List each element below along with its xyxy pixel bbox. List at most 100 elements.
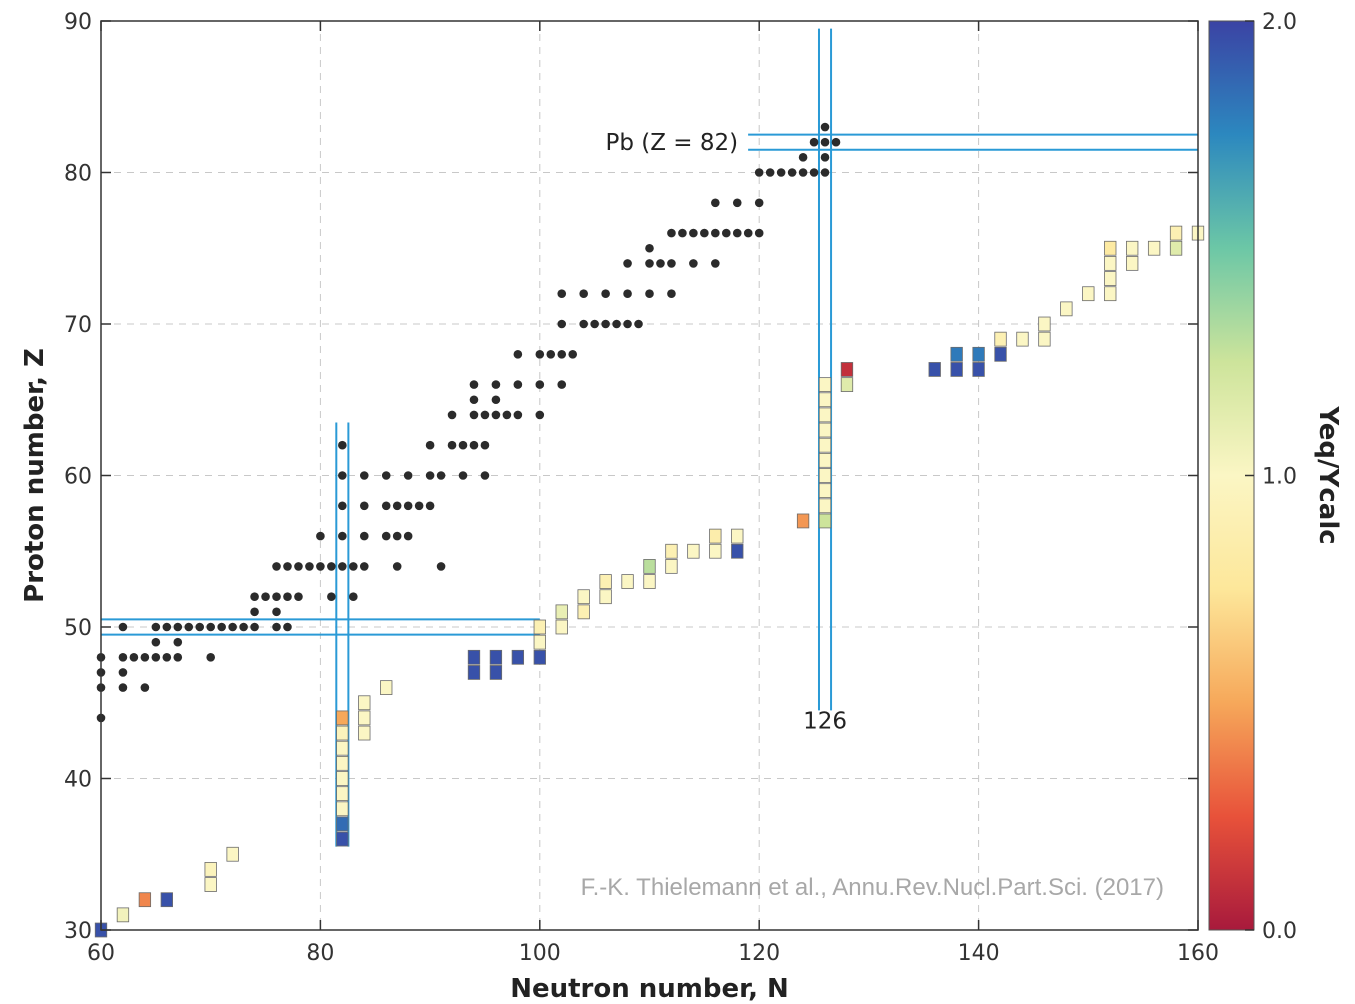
stable-nucleus-dot: [359, 501, 369, 511]
stable-nucleus-dot: [820, 122, 830, 132]
ratio-marker: [533, 649, 546, 665]
ratio-marker: [555, 619, 568, 635]
ratio-marker: [818, 513, 832, 529]
stable-nucleus-dot: [754, 198, 764, 208]
ratio-marker: [818, 498, 832, 514]
ratio-marker: [336, 771, 349, 786]
stable-nucleus-dot: [645, 289, 654, 299]
stable-nucleus-dot: [809, 168, 819, 177]
stable-nucleus-dot: [535, 350, 545, 359]
stable-nucleus-dot: [403, 471, 413, 480]
stable-nucleus-dot: [272, 562, 281, 571]
stable-nucleus-dot: [381, 471, 391, 480]
stable-nucleus-dot: [392, 501, 402, 511]
stable-nucleus-dot: [656, 259, 665, 268]
ratio-marker: [818, 468, 832, 483]
stable-nucleus-dot: [667, 228, 676, 238]
ratio-marker: [1038, 316, 1051, 332]
stable-nucleus-dot: [118, 622, 128, 632]
colorbar-tick-label: 1.0: [1262, 465, 1297, 490]
ratio-marker: [731, 528, 744, 544]
stable-nucleus-dot: [184, 622, 194, 632]
colorbar-tick-label: 0.0: [1262, 919, 1297, 944]
x-tick-label: 160: [1177, 941, 1219, 966]
x-axis-title: Neutron number, N: [510, 974, 789, 1004]
stable-nucleus-dot: [338, 531, 347, 541]
stable-nucleus-dot: [140, 653, 150, 662]
stable-nucleus-dot: [513, 350, 523, 359]
stable-nucleus-dot: [261, 592, 270, 601]
stable-nucleus-dot: [118, 653, 128, 662]
stable-nucleus-dot: [327, 562, 336, 571]
stable-nucleus-dot: [513, 380, 523, 389]
stable-nucleus-dot: [480, 410, 490, 420]
ratio-marker: [1126, 240, 1139, 256]
stable-nucleus-dot: [809, 137, 819, 147]
ratio-marker: [358, 725, 371, 741]
ratio-marker: [226, 846, 239, 862]
y-axis-title: Proton number, Z: [20, 348, 50, 603]
stable-nucleus-dot: [359, 531, 369, 541]
ratio-marker: [928, 362, 941, 377]
stable-nucleus-dot: [436, 562, 446, 571]
stable-nucleus-dot: [294, 562, 303, 571]
stable-nucleus-dot: [623, 289, 632, 299]
stable-nucleus-dot: [700, 228, 709, 238]
stable-nucleus-dot: [557, 289, 567, 299]
stable-nucleus-dot: [403, 531, 413, 541]
stable-nucleus-dot: [338, 562, 347, 571]
ratio-marker: [160, 892, 173, 908]
ratio-marker: [950, 362, 963, 377]
stable-nucleus-dot: [754, 168, 764, 177]
stable-nucleus-dot: [151, 622, 161, 632]
ratio-marker: [336, 710, 349, 726]
ratio-marker: [1060, 301, 1073, 317]
stable-nucleus-dot: [359, 471, 369, 480]
stable-nucleus-dot: [283, 622, 292, 632]
stable-nucleus-dot: [458, 471, 468, 480]
stable-nucleus-dot: [173, 637, 183, 647]
ratio-marker: [818, 437, 832, 453]
ratio-marker: [358, 710, 371, 726]
ratio-marker: [621, 574, 634, 589]
ratio-marker: [204, 862, 217, 877]
stable-nucleus-dot: [436, 471, 446, 480]
y-tick-label: 70: [64, 313, 92, 338]
ratio-marker: [994, 346, 1007, 362]
ratio-marker: [665, 543, 678, 559]
ratio-marker: [1104, 240, 1117, 256]
stable-nuclei-markers: [96, 122, 841, 723]
y-tick-label: 50: [64, 616, 92, 641]
stable-nucleus-dot: [272, 622, 281, 632]
x-tick-label: 100: [519, 941, 561, 966]
ratio-marker: [818, 452, 832, 468]
ratio-marker: [818, 377, 832, 392]
ratio-marker: [577, 589, 590, 605]
x-tick-label: 120: [738, 941, 780, 966]
stable-nucleus-dot: [798, 153, 808, 162]
stable-nucleus-dot: [283, 562, 292, 571]
stable-nucleus-dot: [140, 683, 150, 692]
stable-nucleus-dot: [689, 228, 698, 238]
stable-nucleus-dot: [447, 410, 457, 420]
x-tick-label: 140: [958, 941, 1000, 966]
x-tick-label: 60: [87, 941, 115, 966]
stable-nucleus-dot: [162, 622, 172, 632]
ratio-marker: [731, 543, 744, 559]
stable-nucleus-dot: [173, 653, 183, 662]
stable-nucleus-dot: [491, 380, 501, 389]
ratio-marker: [336, 755, 349, 771]
stable-nucleus-dot: [228, 622, 237, 632]
credit-text: F.-K. Thielemann et al., Annu.Rev.Nucl.P…: [581, 874, 1164, 901]
y-tick-label: 90: [64, 10, 92, 35]
stable-nucleus-dot: [359, 562, 369, 571]
ratio-marker: [972, 362, 985, 377]
stable-nucleus-dot: [283, 592, 292, 601]
stable-nucleus-dot: [491, 410, 501, 420]
stable-nucleus-dot: [568, 350, 578, 359]
stable-nucleus-dot: [711, 198, 720, 208]
ratio-marker: [818, 483, 832, 499]
stable-nucleus-dot: [272, 607, 281, 617]
ratio-marker: [336, 816, 349, 832]
